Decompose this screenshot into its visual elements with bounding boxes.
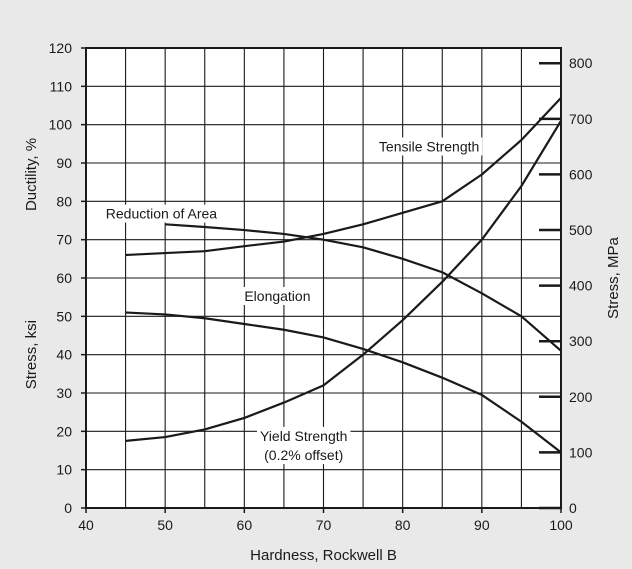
- y2-tick-label: 200: [569, 389, 593, 405]
- y-tick-label: 50: [56, 308, 72, 324]
- reduction-of-area-line: [165, 223, 562, 352]
- y2-tick-label: 800: [569, 55, 593, 71]
- y2-tick-label: 300: [569, 333, 593, 349]
- tensile-strength-label: Tensile Strength: [379, 139, 479, 155]
- elongation-label-bg: [241, 287, 314, 305]
- y-tick-label: 30: [56, 385, 72, 401]
- elongation-line: [125, 311, 562, 454]
- reduction-of-area-label: Reduction of Area: [106, 206, 218, 222]
- y2-tick-label: 100: [569, 444, 593, 460]
- y-tick-label: 100: [49, 117, 73, 133]
- y2-axis-title-stress-mpa: Stress, MPa: [605, 236, 622, 318]
- tensile-label-bg: [375, 137, 483, 156]
- y2-tick-label: 400: [569, 278, 593, 294]
- y-axis-title-stress-ksi: Stress, ksi: [23, 320, 40, 389]
- y-tick-label: 0: [64, 500, 72, 516]
- y-tick-label: 60: [56, 270, 72, 286]
- series-lines: [125, 97, 562, 454]
- y-tick-label: 120: [49, 40, 73, 56]
- y-tick-label: 110: [50, 78, 73, 94]
- y-tick-label: 40: [56, 347, 72, 363]
- x-tick-label: 90: [474, 517, 490, 533]
- tensile-strength-line: [125, 97, 562, 257]
- y-tick-label: 20: [56, 423, 72, 439]
- y2-tick-label: 500: [569, 222, 593, 238]
- axis-ticks: 40 50 60 70 80 90 1000102030405060708090100110…: [49, 40, 593, 533]
- x-tick-label: 40: [78, 517, 94, 533]
- y-axis-title-ductility: Ductility, %: [23, 138, 40, 211]
- x-tick-label: 50: [157, 517, 173, 533]
- reduction-label-bg: [102, 204, 221, 223]
- yield-strength-sublabel: (0.2% offset): [264, 447, 343, 463]
- x-tick-label: 70: [316, 517, 332, 533]
- elongation-label: Elongation: [244, 288, 310, 304]
- x-tick-label: 60: [237, 517, 253, 533]
- y2-tick-label: 700: [569, 111, 593, 127]
- yield-strength-label: Yield Strength: [260, 428, 347, 444]
- yield-strength-line: [125, 120, 562, 443]
- x-tick-label: 100: [549, 517, 573, 533]
- y-tick-label: 90: [56, 155, 72, 171]
- x-tick-label: 80: [395, 517, 411, 533]
- y2-tick-label: 600: [569, 166, 593, 182]
- yield-label-bg: [256, 426, 351, 465]
- y-tick-label: 80: [56, 193, 72, 209]
- y-tick-label: 70: [56, 232, 72, 248]
- x-axis-title: Hardness, Rockwell B: [250, 547, 397, 564]
- y2-tick-label: 0: [569, 500, 577, 516]
- y-tick-label: 10: [56, 462, 72, 478]
